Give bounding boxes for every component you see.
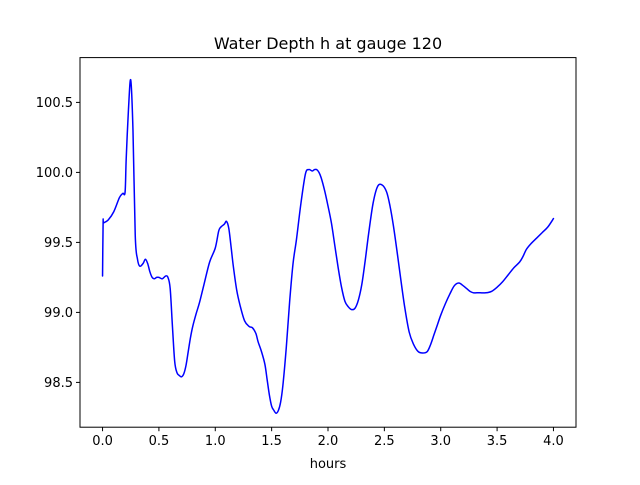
ticks-layer: 0.0 0.5 1.0 1.5 2.0 2.5 3.0 3.5 4.0 98.5 99.0 99.5 1… <box>36 96 564 449</box>
y-tick-label: 100.5 <box>36 96 73 111</box>
x-tick-label: 2.5 <box>374 434 395 449</box>
x-tick-label: 4.0 <box>543 434 564 449</box>
x-tick-label: 1.5 <box>261 434 282 449</box>
x-tick-label: 0.0 <box>92 434 113 449</box>
series-line <box>101 78 555 414</box>
plot-layer <box>101 78 555 414</box>
x-tick-label: 2.0 <box>318 434 339 449</box>
x-tick-label: 1.0 <box>205 434 226 449</box>
x-tick-label: 0.5 <box>149 434 170 449</box>
x-tick-label: 3.0 <box>430 434 451 449</box>
x-tick-label: 3.5 <box>487 434 508 449</box>
x-axis-label: hours <box>310 457 347 472</box>
chart-title: Water Depth h at gauge 120 <box>214 34 442 53</box>
y-tick-label: 98.5 <box>44 376 73 391</box>
y-tick-label: 99.0 <box>44 306 73 321</box>
y-tick-label: 100.0 <box>36 166 73 181</box>
y-tick-label: 99.5 <box>44 236 73 251</box>
